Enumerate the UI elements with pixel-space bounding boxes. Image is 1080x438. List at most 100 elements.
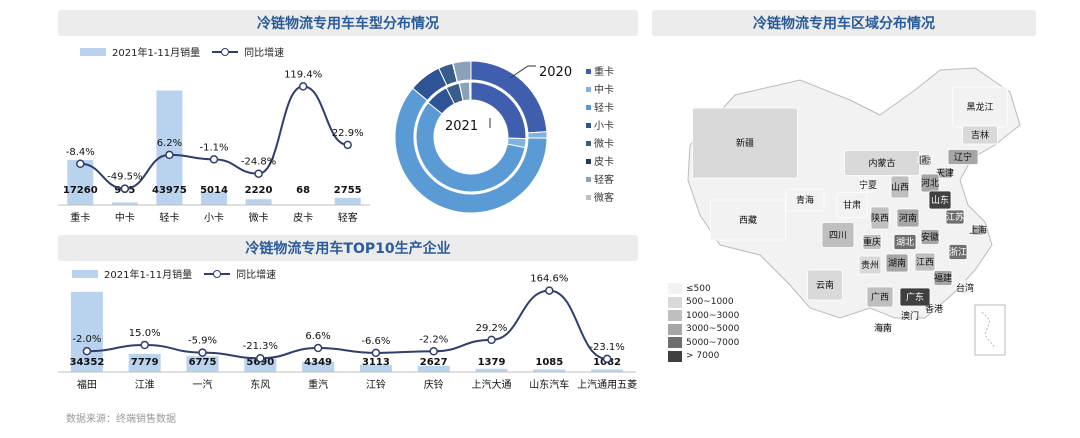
map-legend-label: 5000~7000 [686, 337, 740, 348]
province-shape [933, 270, 953, 286]
legend-label: 轻卡 [594, 101, 614, 114]
bar-value-label: 4349 [304, 357, 332, 368]
donut-slice [469, 81, 472, 101]
bar [475, 368, 508, 372]
province-label: 山西 [891, 182, 909, 193]
province-label: 辽宁 [954, 151, 972, 163]
growth-point [343, 140, 352, 150]
province-label: 江西 [916, 257, 934, 268]
province-label: 北京 [916, 154, 934, 166]
map-legend-swatch [668, 283, 682, 295]
province-shape [858, 255, 882, 275]
donut-slice [415, 101, 526, 193]
category-label: 山东汽车 [529, 378, 569, 391]
province-label: 河南 [899, 212, 917, 224]
legend-marker [586, 87, 591, 92]
growth-label: -8.4% [66, 147, 95, 158]
legend-label: 皮卡 [594, 155, 614, 168]
growth-label: 164.6% [530, 274, 568, 285]
legend-label: 小卡 [594, 119, 614, 132]
legend-label: 轻客 [594, 173, 614, 186]
legend-label: 中卡 [594, 83, 614, 96]
map-legend-item: ≤500 [668, 282, 739, 296]
category-label: 皮卡 [293, 211, 313, 224]
province-shape [947, 149, 979, 165]
province-label: 贵州 [861, 259, 879, 271]
growth-point [198, 348, 207, 357]
inset-boundary [981, 311, 996, 349]
map-legend-item: 3000~5000 [668, 323, 739, 337]
growth-label: 15.0% [129, 328, 161, 339]
growth-label: 119.4% [284, 69, 322, 80]
growth-label: -1.1% [199, 142, 228, 153]
bar-value-label: 2755 [334, 185, 362, 196]
province-shape [807, 269, 843, 301]
bar [156, 90, 183, 205]
province-label: 香港 [925, 303, 943, 315]
province-shape [862, 234, 882, 250]
growth-point [254, 169, 263, 178]
province-label: 浙江 [949, 246, 967, 258]
line-swatch [204, 269, 231, 279]
bar [245, 199, 272, 205]
ring-label-2021: 2021 [445, 119, 478, 134]
province-label: 内蒙古 [868, 157, 895, 169]
province-shape [860, 177, 876, 193]
province-shape [962, 125, 998, 145]
bar-swatch [80, 47, 106, 56]
ring-label-2020: 2020 [539, 65, 572, 80]
map-legend-item: 1000~3000 [668, 309, 739, 323]
province-label: 四川 [829, 231, 847, 241]
province-shape [959, 280, 971, 296]
province-shape [785, 188, 825, 212]
category-label: 中卡 [115, 211, 135, 224]
growth-label: 6.6% [305, 331, 330, 342]
province-shape [899, 287, 931, 307]
province-label: 吉林 [971, 129, 989, 141]
map-legend-label: > 7000 [686, 351, 720, 362]
growth-line [86, 289, 608, 360]
category-label: 上汽通用五菱 [577, 378, 637, 391]
bar [591, 369, 624, 372]
bar-value-label: 3113 [362, 357, 390, 368]
bar [533, 369, 566, 372]
province-label: 宁夏 [859, 179, 877, 191]
bar [417, 365, 450, 372]
map-legend-label: 1000~3000 [686, 310, 740, 321]
vehicle-type-legend: 2021年1-11月销量 同比增速 [80, 44, 284, 59]
bar-value-label: 17260 [63, 185, 98, 196]
province-shape [893, 234, 917, 250]
province-label: 台湾 [956, 282, 974, 294]
category-label: 重汽 [308, 378, 328, 391]
bar-value-label: 43975 [152, 185, 187, 196]
growth-point [165, 150, 174, 160]
category-label: 一汽 [193, 378, 213, 391]
growth-label: -21.3% [243, 341, 278, 352]
category-label: 轻客 [338, 211, 358, 224]
province-label: 安徽 [921, 231, 939, 243]
category-label: 福田 [77, 378, 97, 391]
category-label: 小卡 [204, 211, 224, 224]
region-title: 冷链物流专用车区域分布情况 [652, 10, 1036, 36]
growth-point [298, 82, 308, 91]
bar [128, 353, 161, 372]
bar-value-label: 68 [296, 185, 310, 196]
map-legend-swatch [668, 310, 682, 322]
category-label: 微卡 [249, 211, 269, 224]
top10-legend: 2021年1-11月销量 同比增速 [72, 266, 276, 281]
map-legend-swatch [668, 350, 682, 362]
donut-slice [452, 60, 472, 83]
growth-label: 6.2% [157, 138, 182, 149]
category-label: 轻卡 [159, 211, 179, 224]
map-legend-label: 500~1000 [686, 297, 734, 308]
growth-label: -5.9% [188, 336, 217, 347]
bar-value-label: 2627 [420, 357, 448, 368]
province-label: 重庆 [863, 236, 881, 248]
growth-point [140, 340, 149, 350]
growth-point [256, 353, 265, 363]
province-shape [710, 199, 786, 241]
source-note: 数据来源：终端销售数据 [66, 414, 176, 425]
province-label: 海南 [874, 322, 892, 334]
bar-value-label: 1085 [535, 357, 563, 368]
